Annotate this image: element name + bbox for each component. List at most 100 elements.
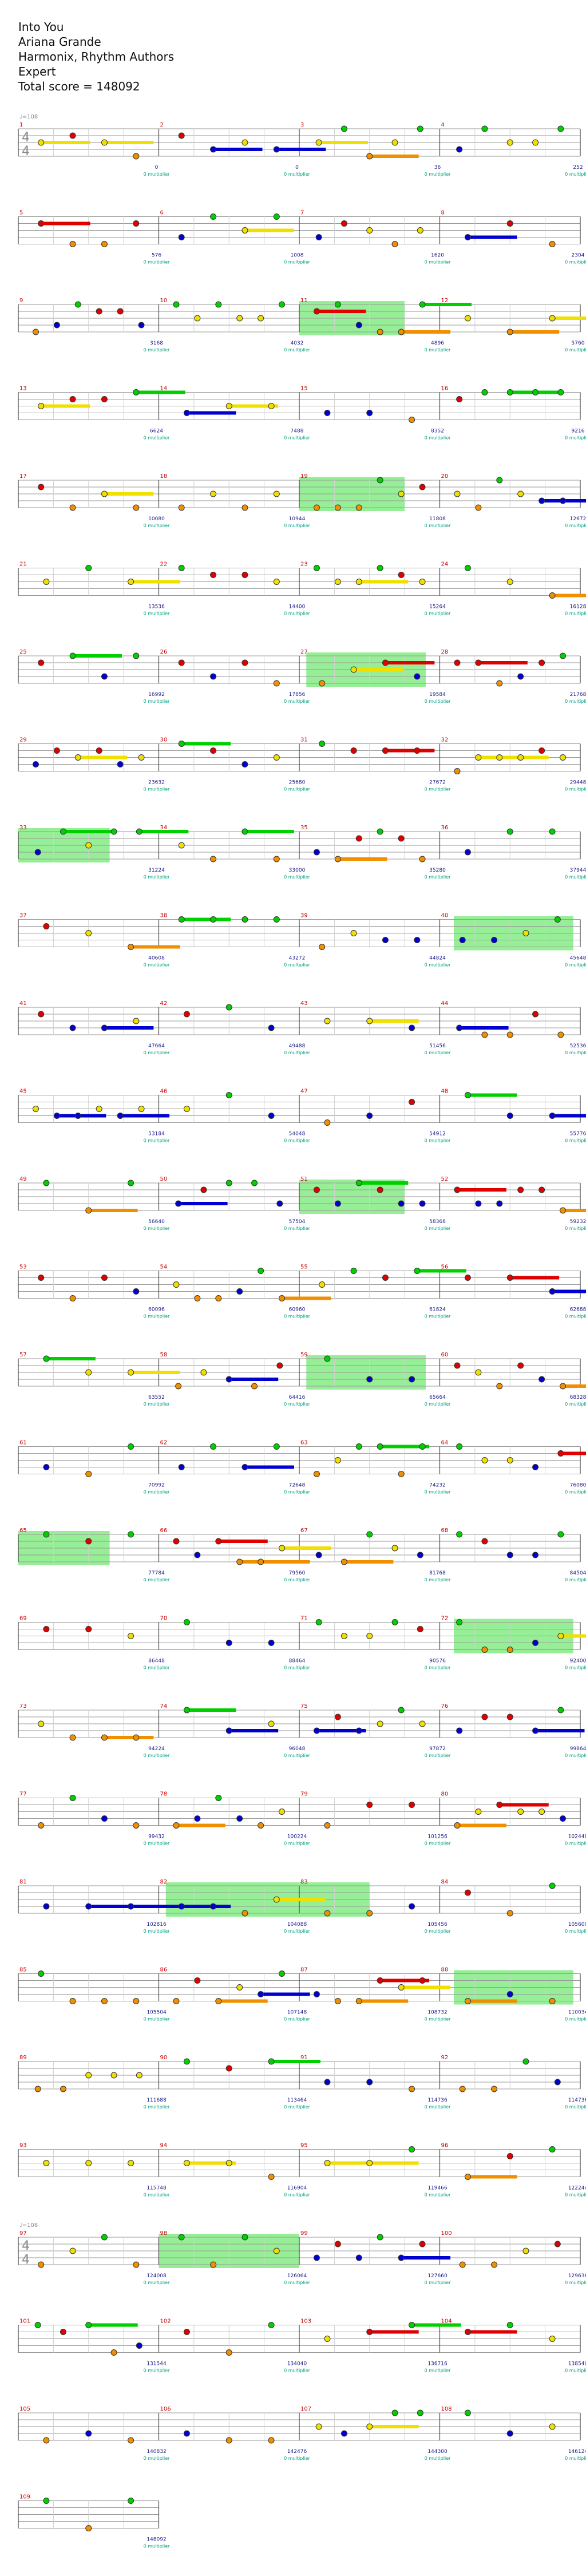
note-gem bbox=[173, 1998, 180, 2004]
note-gem bbox=[210, 747, 217, 754]
multiplier-label: 0 multiplier bbox=[565, 1841, 586, 1846]
staff-row bbox=[18, 213, 581, 247]
sustain-tail bbox=[229, 1378, 279, 1381]
measure-number: 80 bbox=[441, 1791, 449, 1798]
note-gem bbox=[517, 1362, 524, 1369]
note-gem bbox=[319, 944, 326, 950]
note-gem bbox=[101, 1024, 108, 1031]
note-gem bbox=[464, 1889, 471, 1896]
measure-score: 116904 bbox=[287, 2186, 307, 2191]
note-gem bbox=[313, 1727, 320, 1734]
sustain-tail bbox=[218, 1999, 268, 2003]
measure-number: 76 bbox=[441, 1703, 449, 1710]
measure-number: 51 bbox=[300, 1176, 308, 1182]
measure-score: 37944 bbox=[570, 868, 586, 873]
note-gem bbox=[419, 1720, 426, 1727]
sustain-tail bbox=[478, 661, 528, 664]
sustain-tail bbox=[369, 2330, 419, 2334]
note-gem bbox=[398, 490, 405, 497]
note-gem bbox=[398, 329, 405, 335]
measure-score: 53184 bbox=[148, 1131, 165, 1137]
note-gem bbox=[475, 1809, 482, 1815]
measure-score: 72648 bbox=[289, 1483, 306, 1489]
note-gem bbox=[32, 761, 39, 767]
sustain-tail bbox=[468, 2330, 517, 2334]
measure-score: 61824 bbox=[429, 1307, 446, 1313]
note-gem bbox=[506, 1552, 513, 1558]
note-gem bbox=[549, 1882, 556, 1889]
note-gem bbox=[236, 1815, 243, 1822]
staff-row bbox=[18, 1531, 581, 1565]
measure-number: 62 bbox=[160, 1440, 168, 1446]
note-gem bbox=[355, 579, 362, 585]
sustain-tail bbox=[401, 1985, 451, 1989]
note-gem bbox=[481, 389, 488, 395]
sustain-tail bbox=[369, 2425, 419, 2428]
multiplier-label: 0 multiplier bbox=[425, 1402, 452, 1407]
measure-number: 22 bbox=[160, 561, 168, 568]
measure-number: 38 bbox=[160, 913, 168, 919]
sustain-tail bbox=[354, 668, 403, 671]
note-gem bbox=[273, 916, 280, 923]
measure-number: 43 bbox=[300, 1000, 308, 1007]
note-gem bbox=[215, 1795, 222, 1801]
note-gem bbox=[491, 937, 498, 943]
staff-row bbox=[18, 1707, 585, 1741]
measure-number: 63 bbox=[300, 1440, 308, 1446]
measure-number: 44 bbox=[441, 1000, 449, 1007]
multiplier-label: 0 multiplier bbox=[565, 2456, 586, 2461]
note-gem bbox=[366, 1531, 373, 1538]
note-gem bbox=[464, 234, 471, 240]
note-gem bbox=[391, 1545, 398, 1552]
measure-number: 83 bbox=[300, 1879, 308, 1885]
note-gem bbox=[417, 125, 423, 132]
note-gem bbox=[382, 937, 389, 943]
note-gem bbox=[334, 1998, 341, 2004]
measure-score: 60096 bbox=[148, 1307, 165, 1313]
note-gem bbox=[69, 1734, 76, 1741]
note-gem bbox=[481, 1457, 488, 1463]
measure-number: 57 bbox=[19, 1352, 27, 1358]
sustain-tail bbox=[176, 1823, 225, 1827]
note-gem bbox=[315, 139, 322, 146]
note-gem bbox=[496, 1383, 503, 1390]
note-gem bbox=[324, 410, 331, 416]
sustain-tail bbox=[104, 492, 154, 496]
note-gem bbox=[38, 139, 45, 146]
measure-score: 10944 bbox=[289, 516, 306, 522]
sustain-tail bbox=[41, 221, 90, 225]
measure-number: 28 bbox=[441, 649, 449, 655]
measure-number: 58 bbox=[160, 1352, 168, 1358]
sustain-tail bbox=[130, 945, 180, 949]
measure-number: 53 bbox=[19, 1264, 27, 1271]
note-gem bbox=[236, 1558, 243, 1565]
measure-number: 17 bbox=[19, 473, 27, 480]
note-gem bbox=[273, 1443, 280, 1450]
note-gem bbox=[557, 1633, 564, 1639]
song-charter: Harmonix, Rhythm Authors bbox=[18, 50, 175, 64]
note-gem bbox=[53, 747, 60, 754]
measure-score: 100224 bbox=[287, 1834, 307, 1840]
multiplier-label: 0 multiplier bbox=[144, 1753, 171, 1758]
note-gem bbox=[96, 747, 102, 754]
measure-number: 21 bbox=[19, 561, 27, 568]
staff-row bbox=[18, 2409, 581, 2444]
note-gem bbox=[377, 1443, 383, 1450]
measure-score: 127660 bbox=[427, 2273, 448, 2279]
measure-number: 78 bbox=[160, 1791, 168, 1798]
note-gem bbox=[110, 2349, 117, 2356]
measure-score: 108732 bbox=[427, 2010, 447, 2016]
note-gem bbox=[377, 477, 383, 484]
note-gem bbox=[324, 1119, 331, 1126]
sustain-tail bbox=[468, 235, 517, 239]
note-gem bbox=[456, 1619, 463, 1625]
note-gem bbox=[398, 835, 405, 842]
sustain-tail bbox=[319, 141, 369, 144]
note-gem bbox=[173, 1822, 180, 1829]
measure-score: 15264 bbox=[429, 604, 446, 610]
multiplier-label: 0 multiplier bbox=[284, 1841, 311, 1846]
note-gem bbox=[138, 754, 145, 761]
note-gem bbox=[560, 754, 567, 761]
note-gem bbox=[241, 1910, 248, 1917]
measure-score: 57504 bbox=[289, 1219, 306, 1225]
